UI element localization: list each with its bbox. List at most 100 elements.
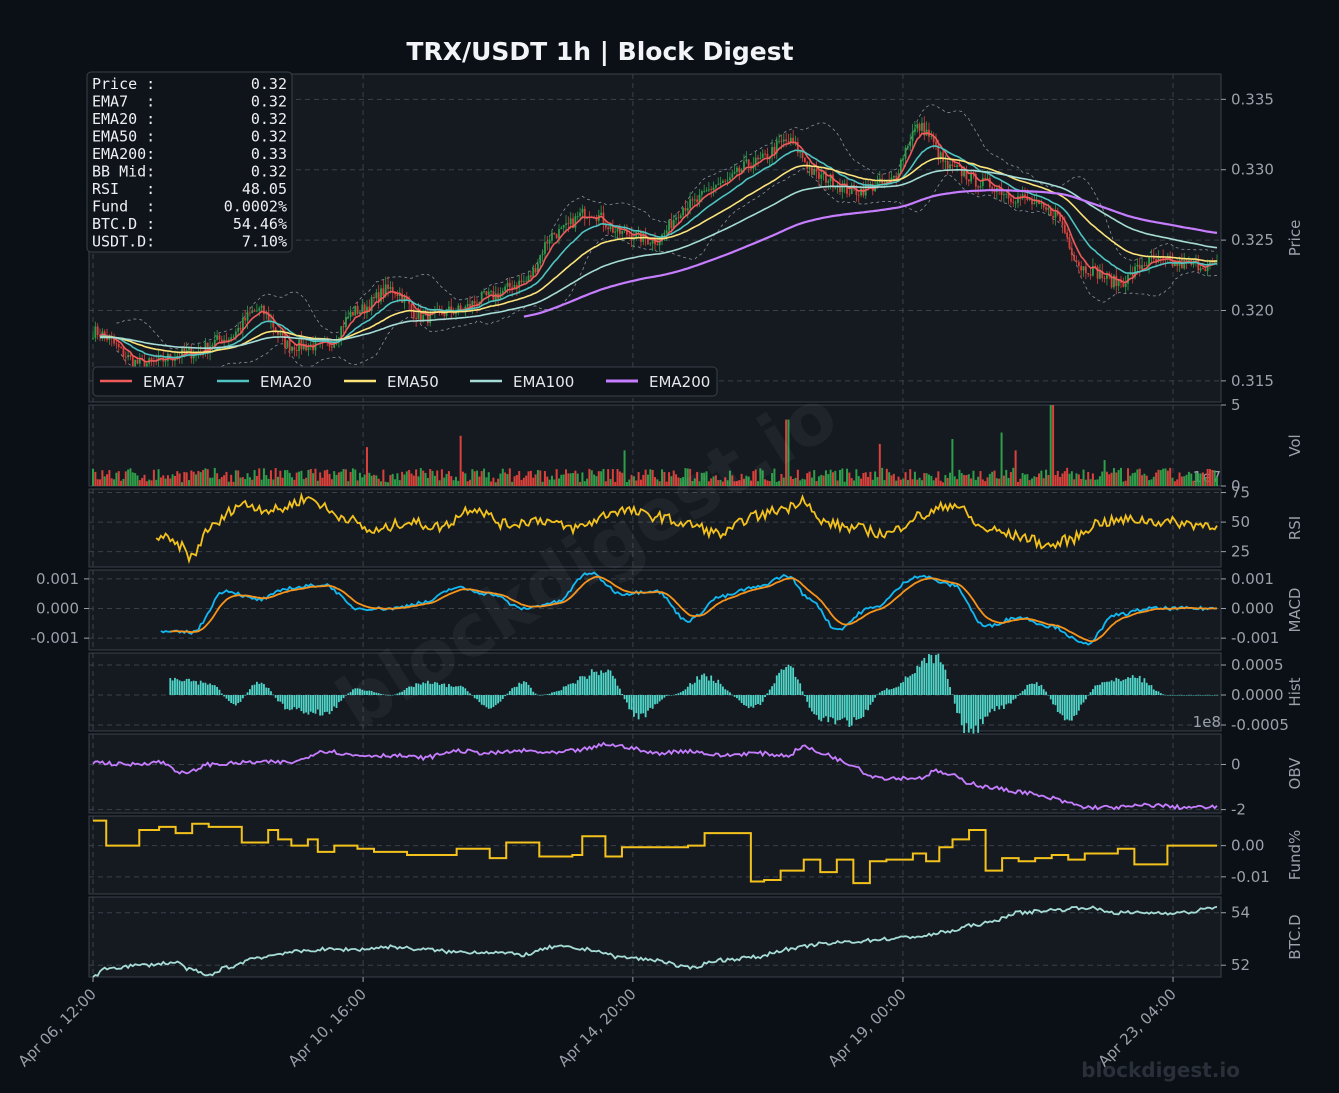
candle-body	[506, 282, 509, 287]
volume-bar	[831, 472, 834, 486]
candle-body	[515, 285, 518, 288]
bollinger-lower	[116, 167, 1218, 379]
hist-bar	[319, 695, 322, 716]
volume-bar	[438, 480, 441, 486]
candle-body	[1185, 259, 1188, 263]
volume-bar	[515, 475, 518, 486]
hist-bar	[1195, 695, 1197, 696]
hist-bar	[1075, 695, 1078, 715]
candle-body	[935, 141, 937, 145]
hist-bar	[806, 695, 809, 702]
candle-body	[1031, 198, 1033, 205]
candle-body	[401, 293, 403, 303]
candle-body	[897, 172, 900, 178]
hist-bar	[295, 695, 298, 710]
hist-bar	[251, 685, 254, 695]
info-value: 0.0002%	[224, 198, 287, 216]
hist-bar	[700, 674, 703, 695]
y-tick-label-price: 0.320	[1231, 301, 1274, 319]
candle-body	[485, 291, 488, 296]
volume-bar	[593, 474, 596, 486]
hist-bar	[670, 695, 673, 696]
hist-bar	[848, 695, 851, 727]
volume-bar	[768, 481, 771, 486]
hist-bar	[459, 685, 462, 695]
volume-bar	[1134, 472, 1137, 486]
hist-bar	[864, 695, 867, 710]
hist-bar	[759, 695, 762, 706]
hist-bar	[1061, 695, 1064, 716]
hist-bar	[1192, 695, 1195, 696]
hist-bar	[710, 675, 713, 695]
volume-bar	[195, 474, 198, 486]
volume-bar	[173, 475, 176, 486]
hist-bar	[792, 667, 795, 695]
volume-bar	[548, 479, 551, 486]
volume-bar	[843, 481, 846, 486]
candle-body	[572, 218, 574, 228]
hist-bar	[1188, 695, 1190, 696]
candle-body	[958, 165, 961, 167]
candle-body	[740, 169, 743, 173]
candle-body	[937, 144, 940, 159]
hist-bar	[815, 695, 818, 716]
hist-bar	[370, 690, 373, 695]
hist-bar	[265, 687, 268, 695]
hist-bar	[960, 695, 963, 726]
panel-funding-frame	[88, 815, 1222, 895]
volume-bar	[92, 468, 94, 486]
volume-bar	[382, 469, 385, 486]
candle-body	[183, 348, 186, 353]
volume-bar	[115, 472, 118, 486]
hist-bar	[1101, 682, 1104, 695]
candle-body	[544, 242, 546, 254]
y-tick-label-btcd: 54	[1231, 904, 1250, 922]
volume-bar	[527, 471, 530, 486]
hist-bar	[642, 695, 645, 714]
hist-bar	[1150, 685, 1153, 695]
volume-bar	[368, 472, 371, 486]
candle-body	[349, 311, 352, 317]
info-value: 0.32	[251, 75, 287, 93]
hist-bar	[726, 690, 729, 695]
volume-bar	[1108, 474, 1111, 486]
volume-bar	[1208, 469, 1211, 486]
candle-body	[600, 212, 603, 215]
hist-bar	[433, 682, 436, 695]
hist-bar	[1157, 691, 1160, 695]
volume-bar	[604, 481, 607, 486]
volume-bar	[609, 479, 612, 486]
candle-body	[1049, 207, 1052, 217]
volume-bar	[1054, 475, 1057, 486]
hist-bar	[707, 680, 710, 695]
volume-bar	[178, 473, 181, 486]
y-axis-label-volume: Vol	[1286, 434, 1304, 456]
volume-bar	[693, 478, 696, 486]
volume-bar	[808, 471, 811, 486]
hist-bar	[576, 680, 579, 695]
candle-body	[663, 232, 666, 235]
volume-bar	[904, 472, 907, 486]
volume-bar	[661, 469, 664, 486]
candle-body	[914, 128, 916, 132]
candle-body	[291, 346, 293, 351]
hist-bar	[897, 686, 900, 695]
hist-bar	[181, 681, 183, 695]
candle-body	[391, 287, 394, 293]
candle-body	[743, 161, 745, 170]
volume-bar	[787, 419, 790, 486]
volume-bar	[520, 479, 523, 486]
candle-body	[244, 317, 247, 321]
hist-bar	[368, 690, 371, 695]
volume-bar	[1023, 474, 1026, 486]
candle-body	[1091, 266, 1094, 276]
hist-bar	[736, 695, 738, 699]
hist-bar	[853, 695, 855, 718]
volume-bar	[246, 473, 249, 486]
info-label: BTC.D :	[92, 215, 155, 233]
volume-bar	[1141, 475, 1144, 486]
candle-body	[693, 199, 696, 201]
panel-obv: -2 0 OBV	[88, 733, 1304, 819]
volume-bar	[180, 482, 183, 486]
candle-body	[359, 311, 361, 314]
